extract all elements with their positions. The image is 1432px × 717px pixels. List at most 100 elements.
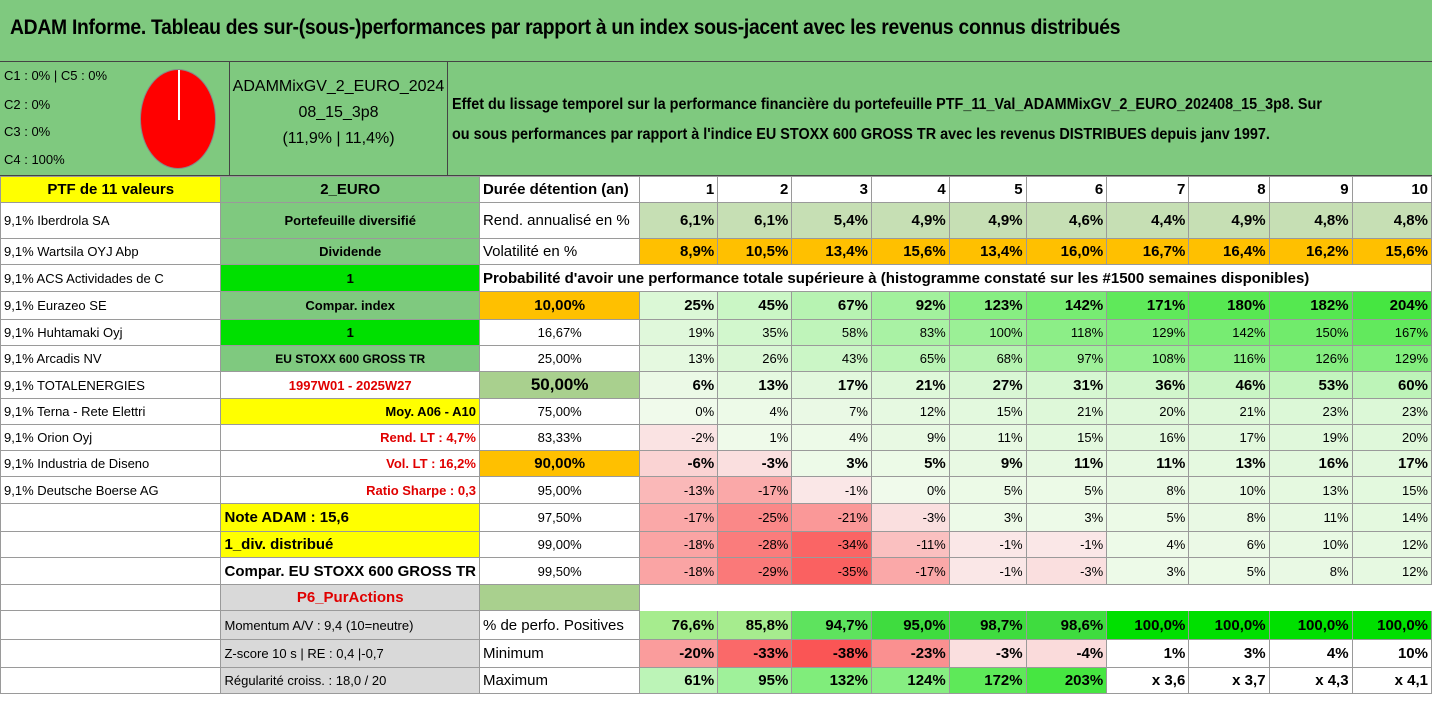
label-cell: 16,67%	[478, 319, 641, 346]
performance-grid: PTF de 11 valeurs 2_EURO Durée détention (…	[0, 176, 1432, 694]
info-cell: 1_div. distribué	[220, 531, 480, 558]
value-cell: 4,6%	[1025, 202, 1108, 239]
holding-cell	[0, 557, 222, 585]
value-cell: 11%	[1268, 503, 1353, 532]
value-cell: 13,4%	[791, 238, 872, 265]
info-cell: Portefeuille diversifié	[220, 202, 480, 239]
value-cell: 142%	[1025, 291, 1108, 320]
value-cell: 12%	[1351, 557, 1432, 585]
value-cell: 204%	[1351, 291, 1432, 320]
value-cell: 5%	[1025, 476, 1108, 504]
value-cell: -18%	[639, 557, 719, 585]
value-cell: 9%	[870, 424, 950, 451]
label-cell: Volatilité en %	[478, 238, 641, 265]
value-cell: 100,0%	[1106, 610, 1190, 640]
label-cell: 95,00%	[478, 476, 641, 504]
label-cell: 83,33%	[478, 424, 641, 451]
value-cell: 16,0%	[1025, 238, 1108, 265]
table-row: 9,1% Industria de Diseno Vol. LT : 16,2% 9…	[0, 450, 1432, 477]
value-cell: 6%	[1188, 531, 1270, 558]
value-cell: -17%	[870, 557, 950, 585]
horizon-header: 3	[791, 176, 872, 203]
value-cell: x 3,6	[1106, 667, 1190, 694]
value-cell: 4%	[1106, 531, 1190, 558]
value-cell: 5,4%	[791, 202, 872, 239]
label-cell: Rend. annualisé en %	[478, 202, 641, 239]
value-cell: 8%	[1268, 557, 1353, 585]
label-cell: Minimum	[478, 639, 641, 668]
holding-cell: 9,1% Iberdrola SA	[0, 202, 222, 239]
value-cell: -3%	[717, 450, 793, 477]
value-cell: 3%	[1188, 639, 1270, 668]
horizon-header: 1	[639, 176, 719, 203]
value-cell: 124%	[870, 667, 950, 694]
value-cell: 25%	[639, 291, 719, 320]
table-row: 9,1% Wartsila OYJ Abp Dividende Volatilité…	[0, 238, 1432, 265]
value-cell: 15%	[1025, 424, 1108, 451]
holding-cell	[0, 639, 222, 668]
value-cell: 36%	[1106, 371, 1190, 399]
info-cell: Momentum A/V : 9,4 (10=neutre)	[220, 610, 480, 640]
value-cell: 15%	[948, 398, 1027, 425]
value-cell: 4%	[1268, 639, 1353, 668]
label-cell: 90,00%	[478, 450, 641, 477]
info-cell: 1	[220, 264, 480, 292]
description-line-2: ou sous performances par rapport à l'ind…	[452, 126, 1270, 143]
value-cell: x 4,3	[1268, 667, 1353, 694]
empty-cell	[639, 584, 1432, 611]
legend-line: C4 : 100%	[4, 152, 65, 167]
value-cell: -1%	[1025, 531, 1108, 558]
value-cell: 8%	[1106, 476, 1190, 504]
holding-cell: 9,1% Deutsche Boerse AG	[0, 476, 222, 504]
value-cell: -1%	[948, 531, 1027, 558]
value-cell: 15,6%	[870, 238, 950, 265]
label-cell: 99,50%	[478, 557, 641, 585]
value-cell: 58%	[791, 319, 872, 346]
value-cell: 150%	[1268, 319, 1353, 346]
value-cell: 11%	[1025, 450, 1108, 477]
value-cell: 83%	[870, 319, 950, 346]
value-cell: 129%	[1351, 345, 1432, 372]
table-row: 9,1% Huhtamaki Oyj 1 16,67% 19% 35% 58% 83% 100…	[0, 319, 1432, 346]
label-cell: 50,00%	[478, 371, 641, 399]
legend-line: C1 : 0% | C5 : 0%	[4, 68, 108, 83]
value-cell: 43%	[791, 345, 872, 372]
horizon-header: 9	[1268, 176, 1353, 203]
holding-cell: 9,1% ACS Actividades de C	[0, 264, 222, 292]
info-cell: EU STOXX 600 GROSS TR	[220, 345, 480, 372]
value-cell: 6,1%	[639, 202, 719, 239]
value-cell: -21%	[791, 503, 872, 532]
value-cell: 3%	[1106, 557, 1190, 585]
value-cell: 8,9%	[639, 238, 719, 265]
value-cell: 4,9%	[948, 202, 1027, 239]
value-cell: 68%	[948, 345, 1027, 372]
value-cell: 13%	[1268, 476, 1353, 504]
value-cell: 12%	[870, 398, 950, 425]
portfolio-perf: (11,9% | 11,4%)	[282, 130, 395, 147]
holding-cell: 9,1% Industria de Diseno	[0, 450, 222, 477]
value-cell: 53%	[1268, 371, 1353, 399]
value-cell: 4%	[717, 398, 793, 425]
value-cell: 13,4%	[948, 238, 1027, 265]
holding-cell: 9,1% Terna - Rete Elettri	[0, 398, 222, 425]
value-cell: 9%	[948, 450, 1027, 477]
value-cell: -25%	[717, 503, 793, 532]
holding-cell: PTF de 11 valeurs	[0, 176, 222, 203]
value-cell: 5%	[948, 476, 1027, 504]
horizon-header: 6	[1025, 176, 1108, 203]
value-cell: 16,7%	[1106, 238, 1190, 265]
value-cell: 31%	[1025, 371, 1108, 399]
value-cell: 4%	[791, 424, 872, 451]
info-cell: Dividende	[220, 238, 480, 265]
info-cell: Note ADAM : 15,6	[220, 503, 480, 532]
value-cell: 60%	[1351, 371, 1432, 399]
value-cell: -6%	[639, 450, 719, 477]
table-row: 1_div. distribué 99,00% -18% -28% -34% -11% -1…	[0, 531, 1432, 558]
value-cell: 0%	[870, 476, 950, 504]
label-cell: 97,50%	[478, 503, 641, 532]
portfolio-name: ADAMMixGV_2_EURO_202408_15_3p8	[232, 78, 445, 121]
table-row: Note ADAM : 15,6 97,50% -17% -25% -21% -3% 3% 3…	[0, 503, 1432, 532]
report-title-bar: ADAM Informe. Tableau des sur-(sous-)per…	[0, 0, 1432, 62]
info-cell: Rend. LT : 4,7%	[220, 424, 480, 451]
label-cell: 99,00%	[478, 531, 641, 558]
